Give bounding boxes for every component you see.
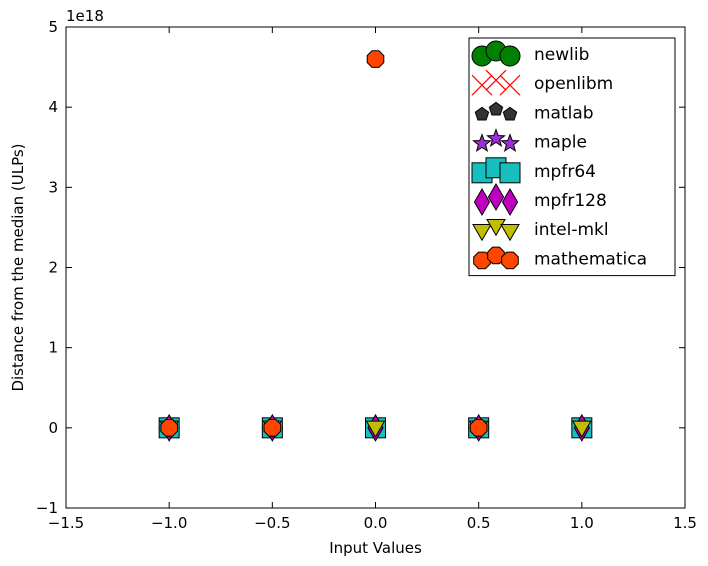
legend-item-mathematica: mathematica [473,246,647,270]
x-tick-label: −1.5 [48,514,84,532]
legend-item-mpfr64: mpfr64 [471,157,596,184]
legend-marker-openlibm [485,69,507,91]
legend-label: newlib [534,45,589,65]
legend-marker-mpfr128 [473,188,491,216]
series-intel-mkl [159,420,592,438]
data-point-intel-mkl [571,420,592,438]
legend-box [468,37,676,277]
legend-item-newlib: newlib [471,40,589,67]
plot-frame [65,26,686,509]
data-point-mathematica [366,50,385,68]
legend-label: mpfr64 [534,162,596,182]
legend-item-openlibm: openlibm [471,69,613,96]
x-tick-label: 1.5 [673,514,697,532]
axis-tick-labels: −1.5 −1.0 −0.5 0.0 0.5 1.0 1.5 −1 0 1 2 3 4 5 [36,18,697,532]
legend-marker-openlibm [499,74,521,96]
y-tick-label: 1 [48,339,58,357]
legend-marker-matlab [474,106,490,121]
legend-marker-maple [486,128,506,148]
y-tick-label: 2 [48,259,58,277]
legend-marker-mpfr128 [501,188,519,216]
legend-marker-newlib [499,45,521,67]
data-point-mathematica [263,419,282,437]
y-tick-label: −1 [36,499,58,517]
legend-label: mathematica [534,249,647,269]
legend-item-intel-mkl: intel-mkl [472,218,609,242]
legend-marker-matlab [488,101,504,116]
legend-marker-mpfr64 [499,162,521,184]
y-tick-label: 4 [48,98,58,116]
y-tick-label: 5 [48,18,58,36]
x-tick-label: 0.0 [364,514,388,532]
legend-item-maple: maple [472,128,587,153]
data-markers [158,50,593,442]
legend-marker-mpfr128 [487,183,505,211]
x-tick-label: −0.5 [254,514,290,532]
legend-label: intel-mkl [534,220,609,240]
data-point-mathematica [469,419,488,437]
series-mathematica [160,50,488,437]
legend-marker-openlibm [471,74,493,96]
legend: newlib openlibm matlab maple mpfr64 mpfr128 in… [468,37,676,277]
legend-item-matlab: matlab [474,101,594,123]
x-tick-label: −1.0 [151,514,187,532]
legend-marker-intel-mkl [486,218,506,237]
x-tick-label: 1.0 [570,514,594,532]
legend-marker-mathematica [501,251,519,270]
legend-label: openlibm [534,74,613,94]
legend-label: mpfr128 [534,191,607,211]
legend-marker-mathematica [487,246,505,265]
legend-marker-maple [500,133,520,153]
series-newlib [158,417,490,439]
y-offset-label: 1e18 [66,7,104,25]
data-point-intel-mkl [365,420,386,438]
legend-marker-intel-mkl [472,223,492,242]
legend-label: maple [534,133,587,153]
x-axis-label: Input Values [329,539,422,557]
y-tick-label: 0 [48,419,58,437]
y-tick-label: 3 [48,178,58,196]
y-axis-label: Distance from the median (ULPs) [9,143,27,391]
legend-label: matlab [534,103,594,123]
legend-marker-maple [472,133,492,153]
legend-item-mpfr128: mpfr128 [473,183,607,216]
legend-marker-intel-mkl [500,223,520,242]
legend-marker-matlab [502,106,518,121]
data-point-mathematica [160,419,178,437]
x-tick-label: 0.5 [467,514,491,532]
